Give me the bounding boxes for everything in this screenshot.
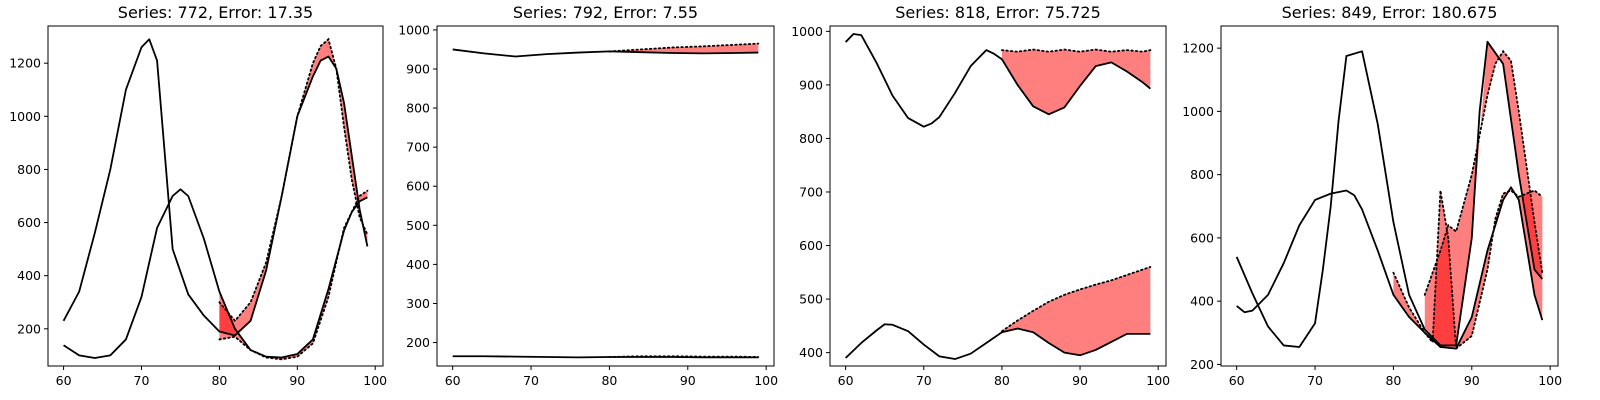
subplot-title: Series: 772, Error: 17.35 [118, 3, 313, 22]
error-area [1424, 41, 1543, 346]
x-tick-label: 100 [1538, 373, 1562, 388]
x-tick-label: 90 [289, 373, 305, 388]
actual-series-line [1236, 186, 1544, 350]
y-tick-label: 800 [406, 101, 430, 116]
subplot-3: Series: 818, Error: 75.725 60 70 80 90 100 400… [791, 3, 1170, 388]
actual-series-line [62, 38, 369, 337]
x-tick-label: 80 [601, 373, 617, 388]
error-area [219, 39, 368, 336]
x-tick-label: 60 [445, 373, 461, 388]
y-tick-label: 600 [17, 215, 41, 230]
subplot-title: Series: 792, Error: 7.55 [513, 3, 698, 22]
y-tick-label: 700 [799, 184, 823, 199]
forecast-series-line [1001, 266, 1152, 333]
y-tick-label: 400 [799, 345, 823, 360]
axes-frame [1220, 25, 1559, 367]
forecast-series-line [608, 42, 760, 53]
x-tick-label: 80 [1385, 373, 1401, 388]
subplot-2: Series: 792, Error: 7.55 60 70 80 90 100 200 30… [398, 3, 778, 388]
y-tick-label: 600 [1190, 230, 1214, 245]
x-tick-label: 100 [754, 373, 778, 388]
x-tick-label: 100 [1146, 373, 1170, 388]
forecast-series-line [218, 189, 369, 361]
x-tick-label: 70 [916, 373, 932, 388]
actual-series-line [1235, 40, 1544, 348]
x-tick-label: 70 [1307, 373, 1323, 388]
y-tick-label: 1000 [791, 24, 823, 39]
plot-area [452, 42, 760, 359]
y-tick-label: 700 [406, 140, 430, 155]
forecast-series-line [218, 37, 369, 323]
x-tick-label: 90 [680, 373, 696, 388]
y-tick-label: 200 [406, 335, 430, 350]
x-tick-label: 90 [1072, 373, 1088, 388]
axes-frame [47, 25, 384, 367]
subplot-title: Series: 818, Error: 75.725 [895, 3, 1101, 22]
x-tick-label: 70 [523, 373, 539, 388]
y-tick-label: 1000 [398, 22, 430, 37]
y-tick-label: 500 [799, 292, 823, 307]
plot-area [1235, 40, 1544, 351]
subplot-1: Series: 772, Error: 17.35 60 70 80 90 100 200 4… [9, 3, 387, 388]
y-tick-label: 800 [799, 131, 823, 146]
actual-series-line [63, 188, 368, 359]
y-tick-label: 1200 [9, 56, 41, 71]
y-tick-label: 200 [1190, 357, 1214, 372]
y-tick-label: 200 [17, 321, 41, 336]
y-tick-label: 300 [406, 296, 430, 311]
x-tick-label: 100 [363, 373, 387, 388]
subplot-4: Series: 849, Error: 180.675 60 70 80 90 100 20… [1182, 3, 1562, 388]
y-tick-label: 1200 [1182, 41, 1214, 56]
forecast-series-line [1001, 48, 1152, 53]
x-tick-label: 80 [211, 373, 227, 388]
axes-frame [829, 25, 1167, 367]
y-tick-label: 900 [799, 77, 823, 92]
forecast-series-line [1392, 189, 1544, 351]
y-tick-label: 800 [1190, 167, 1214, 182]
actual-series-line [844, 33, 1151, 128]
x-tick-label: 60 [838, 373, 854, 388]
y-tick-label: 500 [406, 218, 430, 233]
error-area [219, 190, 368, 360]
actual-series-line [845, 323, 1151, 360]
axes-frame [436, 25, 775, 367]
forecast-series-line [608, 355, 760, 358]
x-tick-label: 80 [994, 373, 1010, 388]
x-tick-label: 60 [56, 373, 72, 388]
x-tick-label: 90 [1464, 373, 1480, 388]
y-tick-label: 800 [17, 162, 41, 177]
error-area [1001, 49, 1151, 115]
plot-area [844, 33, 1152, 360]
x-tick-label: 60 [1229, 373, 1245, 388]
plot-area [62, 37, 369, 361]
y-tick-label: 600 [406, 179, 430, 194]
y-tick-label: 1000 [9, 109, 41, 124]
error-area [1001, 266, 1151, 356]
y-tick-label: 400 [17, 268, 41, 283]
y-tick-label: 400 [1190, 294, 1214, 309]
subplot-title: Series: 849, Error: 180.675 [1282, 3, 1498, 22]
y-tick-label: 400 [406, 257, 430, 272]
y-tick-label: 1000 [1182, 104, 1214, 119]
forecast-series-line [1423, 49, 1544, 296]
y-tick-label: 900 [406, 61, 430, 76]
x-tick-label: 70 [134, 373, 150, 388]
y-tick-label: 600 [799, 238, 823, 253]
